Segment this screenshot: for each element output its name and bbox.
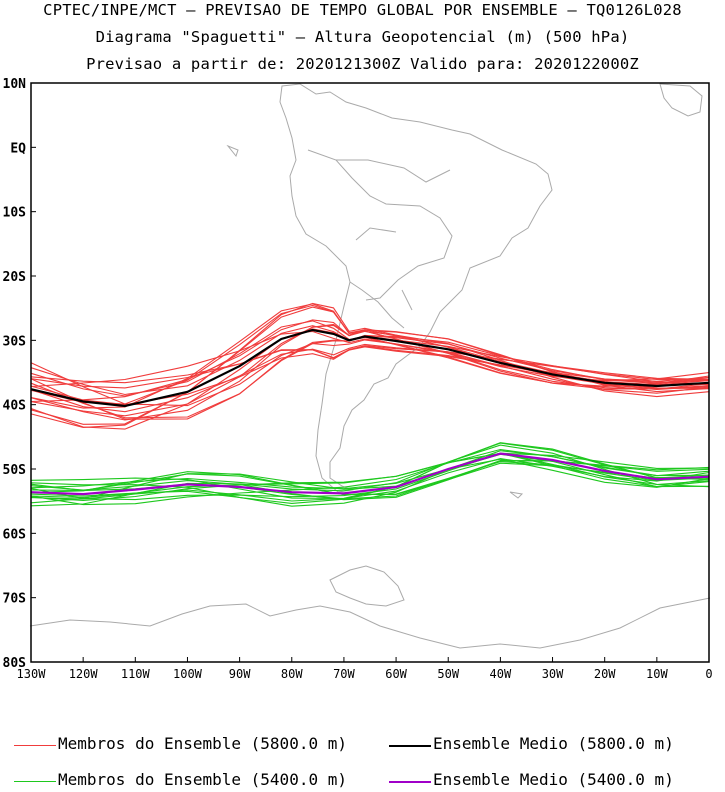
legend-label-members-5400: Membros do Ensemble (5400.0 m) [58, 770, 347, 789]
legend-swatch-mean-5400 [389, 781, 431, 783]
longitude-axis: 130W 120W 110W 100W 90W 80W 70W 60W 50W 40W 30W 20W… [17, 657, 713, 681]
lon-label: 20W [594, 667, 616, 681]
lat-label: 40S [3, 399, 27, 414]
lon-label: 120W [69, 667, 99, 681]
ensemble-member-5400 [30, 452, 710, 499]
ensemble-mean-5800-line [30, 328, 710, 408]
lon-label: 90W [229, 667, 251, 681]
lon-label: 110W [121, 667, 151, 681]
antarctic-peninsula [329, 565, 405, 607]
map-frame [30, 82, 710, 663]
south-america-outline [279, 83, 553, 493]
ensemble-member-5800 [30, 330, 710, 394]
lon-label: 30W [542, 667, 564, 681]
lat-label: 10S [3, 206, 27, 221]
lon-label: 10W [646, 667, 668, 681]
forecast-validity: Previsao a partir de: 2020121300Z Valido… [86, 55, 639, 73]
lon-label: 60W [385, 667, 407, 681]
lat-label: 70S [3, 592, 27, 607]
lon-label: 80W [281, 667, 303, 681]
members-5800-group [30, 302, 710, 430]
ensemble-member-5400 [30, 448, 710, 506]
lat-label: 50S [3, 463, 27, 478]
lon-label: 70W [333, 667, 355, 681]
ensemble-member-5800 [30, 303, 710, 409]
country-borders [307, 149, 453, 329]
ensemble-mean-5400-line [30, 452, 710, 496]
legend-label-members-5800: Membros do Ensemble (5800.0 m) [58, 734, 347, 753]
legend-label-mean-5800: Ensemble Medio (5800.0 m) [433, 734, 674, 753]
map-subtitle: Diagrama "Spaguetti" — Altura Geopotenci… [95, 28, 630, 46]
islands [226, 83, 703, 499]
lon-label: 0 [705, 667, 712, 681]
lat-label: 10N [3, 77, 27, 92]
ensemble-member-5400 [30, 462, 710, 496]
lon-label: 50W [437, 667, 459, 681]
map-title: CPTEC/INPE/MCT — PREVISAO DE TEMPO GLOBA… [43, 1, 682, 19]
lat-label: EQ [10, 141, 26, 156]
legend-swatch-members-5400 [14, 781, 56, 782]
lon-label: 100W [173, 667, 203, 681]
legend-swatch-members-5800 [14, 745, 56, 746]
ensemble-member-5800 [30, 306, 710, 428]
ensemble-member-5800 [30, 346, 710, 389]
lat-label: 20S [3, 270, 27, 285]
latitude-axis: 10N EQ 10S 20S 30S 40S 50S 60S 70S 80S [3, 77, 36, 671]
ensemble-member-5400 [30, 453, 710, 504]
legend-label-mean-5400: Ensemble Medio (5400.0 m) [433, 770, 674, 789]
lon-label: 40W [490, 667, 512, 681]
lon-label: 130W [17, 667, 47, 681]
legend-swatch-mean-5800 [389, 745, 431, 747]
lat-label: 80S [3, 656, 27, 671]
ensemble-member-5800 [30, 304, 710, 405]
lat-label: 60S [3, 527, 27, 542]
members-5400-group [30, 442, 710, 507]
coastlines [29, 83, 711, 649]
antarctica-coast [29, 597, 711, 649]
ensemble-member-5400 [30, 442, 710, 502]
ensemble-member-5800 [30, 302, 710, 425]
lat-label: 30S [3, 334, 27, 349]
